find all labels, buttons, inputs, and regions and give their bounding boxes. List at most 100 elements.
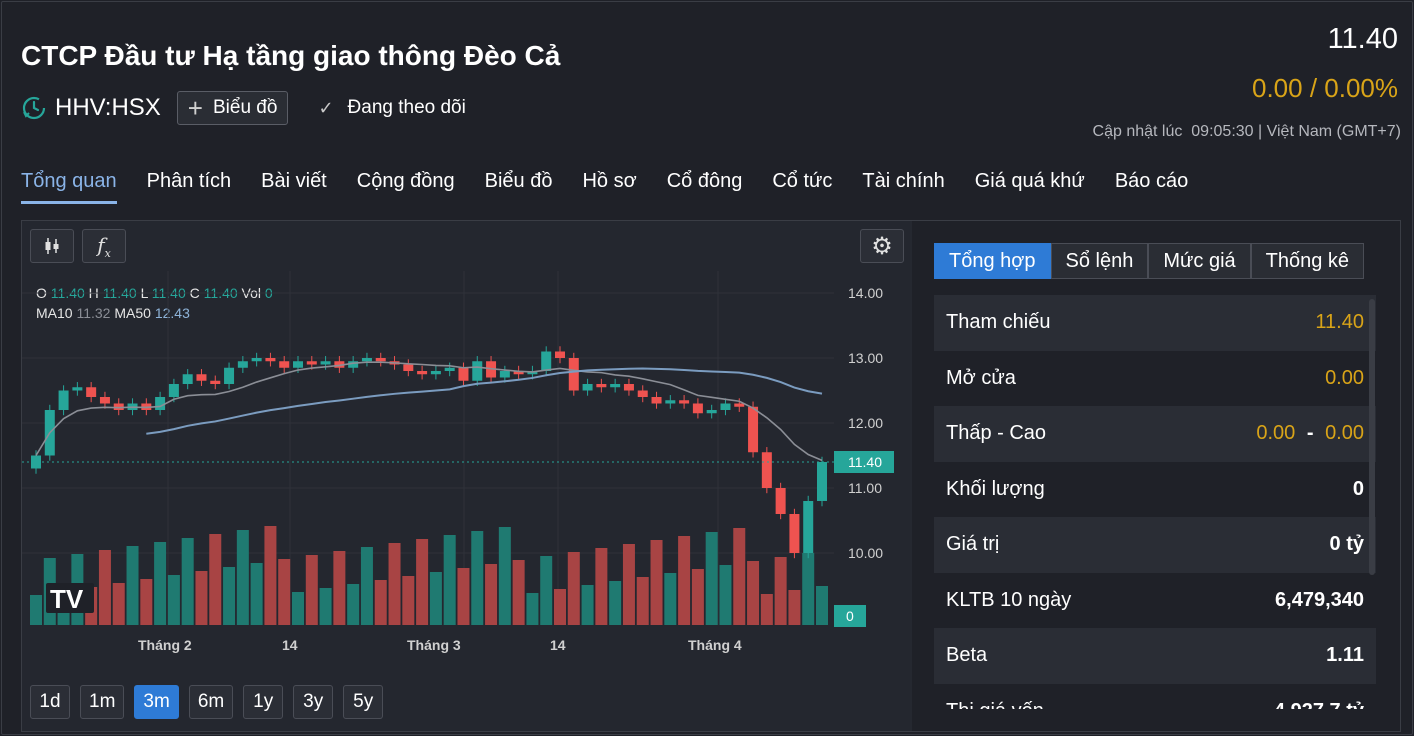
candle-body — [361, 358, 372, 362]
price-tick: 12.00 — [848, 415, 883, 431]
stat-sep: - — [1306, 422, 1314, 445]
stat-value: 0 tỷ — [1329, 533, 1364, 556]
range-1y[interactable]: 1y — [243, 685, 284, 719]
tab-shareholders[interactable]: Cổ đông — [666, 170, 743, 192]
stats-scrollbar[interactable] — [1369, 299, 1375, 575]
range-6m[interactable]: 6m — [188, 685, 234, 719]
indicator-button[interactable]: fx — [82, 229, 126, 263]
candle-body — [472, 361, 483, 381]
volume-bar — [485, 564, 498, 625]
volume-bar — [650, 540, 663, 625]
volume-bar — [733, 528, 746, 625]
tab-dividends[interactable]: Cổ tức — [772, 170, 833, 192]
candle-body — [155, 397, 166, 410]
volume-bar — [347, 584, 360, 625]
candle-body — [568, 358, 579, 391]
volume-bar — [678, 536, 691, 625]
candle-body — [720, 403, 731, 410]
tab-chart[interactable]: Biểu đồ — [484, 170, 553, 192]
legend-ma10: 11.32 — [76, 305, 111, 321]
volume-bar — [595, 548, 608, 625]
candle-body — [596, 384, 607, 388]
volume-bar — [581, 585, 594, 625]
price-tick: 14.00 — [848, 285, 883, 301]
range-1m[interactable]: 1m — [80, 685, 125, 719]
add-chart-button[interactable]: + Biểu đồ — [176, 91, 289, 125]
volume-bar — [719, 565, 732, 625]
add-chart-label: Biểu đồ — [212, 97, 278, 118]
time-tick: 14 — [282, 637, 298, 653]
stat-row: Khối lượng 0 — [934, 462, 1376, 518]
volume-bar — [167, 575, 180, 625]
candle-body — [237, 361, 248, 368]
legend-ma10-label: MA10 — [36, 305, 73, 321]
range-3m[interactable]: 3m — [134, 685, 179, 719]
stat-value: 4,927.7 tỷ — [1274, 700, 1364, 709]
volume-bar — [429, 572, 442, 625]
tab-community[interactable]: Cộng đồng — [356, 170, 455, 192]
volume-bar — [126, 546, 139, 625]
range-5y[interactable]: 5y — [343, 685, 384, 719]
volume-bar — [664, 573, 677, 625]
stat-low: 0.00 — [1256, 422, 1296, 445]
volume-bar — [223, 567, 236, 625]
side-tab-statistics[interactable]: Thống kê — [1250, 243, 1365, 279]
candle-body — [706, 410, 717, 414]
current-price-tag-bg — [834, 451, 894, 473]
side-tab-orderbook[interactable]: Sổ lệnh — [1050, 243, 1149, 279]
follow-toggle[interactable]: ✓ Đang theo dõi — [318, 97, 465, 119]
gear-icon: ⚙ — [871, 232, 893, 260]
stat-row: Giá trị 0 tỷ — [934, 517, 1376, 573]
tab-reports[interactable]: Báo cáo — [1114, 170, 1189, 192]
tab-articles[interactable]: Bài viết — [261, 170, 327, 192]
time-tick: Tháng 2 — [138, 637, 192, 653]
candle-body — [623, 384, 634, 391]
side-tab-price-levels[interactable]: Mức giá — [1148, 243, 1251, 279]
tab-overview[interactable]: Tổng quan — [21, 170, 117, 204]
ticker-symbol: HHV:HSX — [55, 94, 161, 121]
tab-financials[interactable]: Tài chính — [862, 170, 945, 192]
candle-body — [610, 384, 621, 388]
candle-body — [637, 390, 648, 397]
volume-bar — [416, 539, 429, 625]
stat-row: Beta 1.11 — [934, 628, 1376, 684]
candle-body — [761, 452, 772, 488]
stat-row: Tham chiếu 11.40 — [934, 295, 1376, 351]
tab-price-history[interactable]: Giá quá khứ — [974, 170, 1085, 192]
candle-body — [430, 371, 441, 375]
candle-body — [182, 374, 193, 384]
range-1d[interactable]: 1d — [30, 685, 70, 719]
stat-high: 0.00 — [1325, 422, 1364, 445]
volume-bar — [209, 534, 222, 625]
volume-bar — [705, 532, 718, 625]
candle-body — [513, 371, 524, 375]
stat-label: KLTB 10 ngày — [946, 588, 1072, 611]
volume-bar — [512, 560, 525, 625]
candle-body — [306, 361, 317, 365]
volume-bar — [374, 580, 387, 625]
side-tab-summary[interactable]: Tổng hợp — [934, 243, 1051, 279]
ma10-line — [35, 361, 823, 462]
price-tick: 13.00 — [848, 350, 883, 366]
candle-body — [748, 406, 759, 453]
tab-profile[interactable]: Hồ sơ — [582, 170, 637, 192]
candle-body — [499, 371, 510, 378]
volume-bar — [360, 547, 373, 625]
chart-settings-button[interactable]: ⚙ — [860, 229, 904, 263]
candle-body — [320, 361, 331, 365]
price-chart[interactable]: 14.00 13.00 12.00 11.00 10.00 11.40 0 Th… — [22, 271, 910, 711]
stat-row: Mở cửa 0.00 — [934, 351, 1376, 407]
candle-type-button[interactable] — [30, 229, 74, 263]
volume-bar — [112, 583, 125, 625]
volume-bar — [195, 571, 208, 625]
volume-bar — [457, 568, 470, 625]
tab-analysis[interactable]: Phân tích — [146, 170, 232, 192]
follow-label: Đang theo dõi — [347, 97, 466, 118]
stats-list: Tham chiếu 11.40 Mở cửa 0.00 Thấp - Cao … — [934, 295, 1376, 709]
candle-body — [651, 397, 662, 404]
range-3y[interactable]: 3y — [293, 685, 334, 719]
plus-icon: + — [187, 93, 203, 123]
stat-value: 1.11 — [1326, 644, 1364, 667]
volume-bar — [140, 579, 153, 625]
candle-body — [789, 514, 800, 553]
